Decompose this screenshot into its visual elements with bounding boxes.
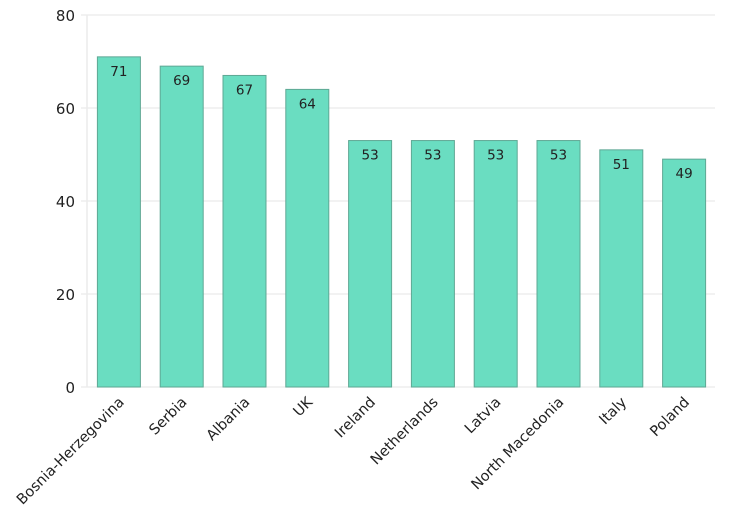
bar xyxy=(536,140,581,388)
x-tick-label: Poland xyxy=(647,395,693,441)
bar-value-label: 69 xyxy=(173,73,190,89)
bar-value-label: 49 xyxy=(676,166,693,182)
y-tick-label: 80 xyxy=(56,7,75,25)
x-tick-label: UK xyxy=(291,394,317,420)
bars: 71 69 67 64 53 53 53 53 51 49 xyxy=(96,56,707,388)
bar-value-label: 53 xyxy=(487,148,504,164)
bar xyxy=(159,65,204,388)
x-tick-label: Bosnia-Herzegovina xyxy=(14,395,128,509)
y-tick-label: 60 xyxy=(56,100,75,118)
bar xyxy=(222,74,267,388)
bar xyxy=(285,88,330,388)
bar-value-label: 51 xyxy=(613,157,630,173)
y-axis: 0 20 40 60 80 xyxy=(56,7,75,397)
x-tick-label: Italy xyxy=(597,394,631,428)
bar xyxy=(599,149,644,388)
x-tick-label: Ireland xyxy=(332,395,379,442)
x-axis: Bosnia-Herzegovina Serbia Albania UK Ireland… xyxy=(14,394,693,508)
x-tick-label: Netherlands xyxy=(368,395,442,469)
bar-value-label: 71 xyxy=(110,64,127,80)
bar-value-label: 67 xyxy=(236,82,253,98)
bar xyxy=(348,140,393,388)
y-tick-label: 20 xyxy=(56,286,75,304)
bar xyxy=(96,56,141,388)
y-tick-label: 40 xyxy=(56,193,75,211)
bar-value-label: 53 xyxy=(550,148,567,164)
bar xyxy=(410,140,455,388)
y-tick-label: 0 xyxy=(65,379,75,397)
bar xyxy=(662,158,707,388)
x-tick-label: Latvia xyxy=(462,395,505,438)
bar-value-label: 53 xyxy=(362,148,379,164)
bar-value-label: 64 xyxy=(299,96,316,112)
bar-value-label: 53 xyxy=(424,148,441,164)
bar xyxy=(473,140,518,388)
x-tick-label: Albania xyxy=(204,395,254,445)
x-tick-label: Serbia xyxy=(147,395,191,439)
